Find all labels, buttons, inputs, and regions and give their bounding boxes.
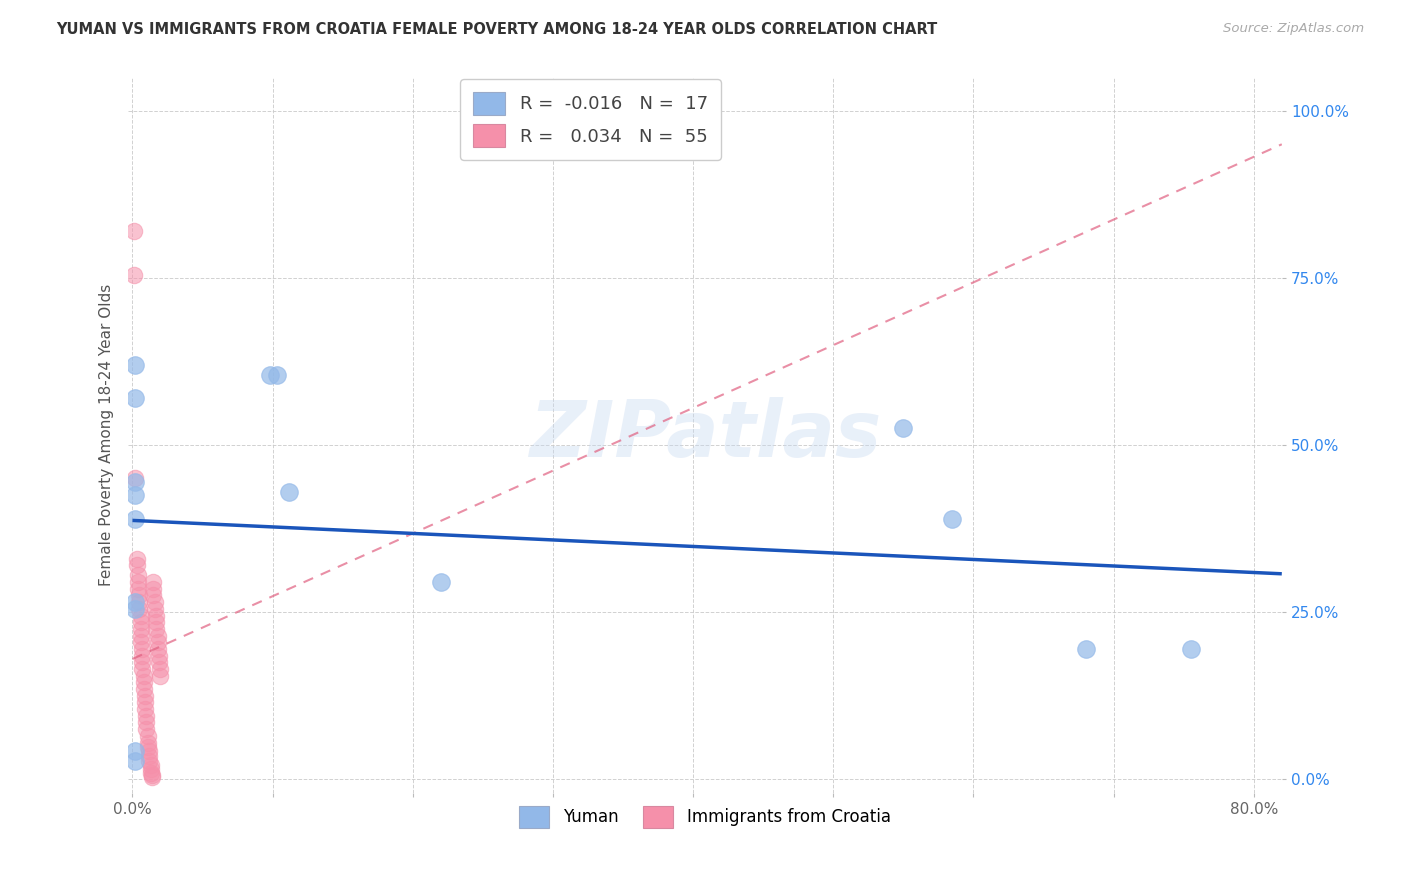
Point — [143, 595, 166, 609]
Point — [129, 608, 152, 623]
Point — [127, 582, 149, 596]
Point — [138, 754, 160, 768]
Point — [132, 681, 155, 696]
Point — [1180, 642, 1202, 657]
Point — [149, 662, 172, 676]
Point — [124, 488, 146, 502]
Point — [124, 358, 146, 372]
Point — [128, 602, 150, 616]
Point — [135, 708, 157, 723]
Point — [127, 575, 149, 590]
Point — [149, 668, 172, 682]
Point — [124, 744, 146, 758]
Point — [134, 689, 156, 703]
Point — [129, 635, 152, 649]
Point — [125, 551, 148, 566]
Point — [125, 558, 148, 573]
Text: Source: ZipAtlas.com: Source: ZipAtlas.com — [1223, 22, 1364, 36]
Point — [124, 475, 146, 489]
Point — [148, 648, 170, 663]
Point — [124, 754, 146, 768]
Point — [143, 602, 166, 616]
Point — [135, 722, 157, 736]
Point — [128, 589, 150, 603]
Legend: Yuman, Immigrants from Croatia: Yuman, Immigrants from Croatia — [513, 799, 897, 834]
Y-axis label: Female Poverty Among 18-24 Year Olds: Female Poverty Among 18-24 Year Olds — [100, 284, 114, 586]
Point — [132, 668, 155, 682]
Point — [138, 744, 160, 758]
Point — [131, 656, 153, 670]
Point — [124, 602, 146, 616]
Point — [139, 762, 162, 776]
Point — [941, 511, 963, 525]
Point — [124, 595, 146, 609]
Point — [129, 629, 152, 643]
Point — [142, 589, 165, 603]
Point — [131, 642, 153, 657]
Point — [136, 729, 159, 743]
Point — [278, 484, 301, 499]
Point — [122, 224, 145, 238]
Point — [124, 511, 146, 525]
Point — [266, 368, 288, 382]
Point — [134, 695, 156, 709]
Point — [132, 675, 155, 690]
Point — [145, 615, 167, 630]
Point — [134, 702, 156, 716]
Point — [128, 595, 150, 609]
Point — [1074, 642, 1097, 657]
Point — [148, 656, 170, 670]
Point — [146, 642, 169, 657]
Point — [141, 768, 163, 782]
Text: ZIPatlas: ZIPatlas — [529, 397, 882, 473]
Point — [146, 629, 169, 643]
Point — [139, 765, 162, 780]
Point — [146, 635, 169, 649]
Point — [129, 622, 152, 636]
Point — [141, 770, 163, 784]
Point — [430, 575, 453, 590]
Point — [891, 421, 914, 435]
Point — [138, 748, 160, 763]
Point — [145, 622, 167, 636]
Point — [135, 715, 157, 730]
Point — [122, 268, 145, 282]
Point — [129, 615, 152, 630]
Point — [124, 471, 146, 485]
Point — [139, 757, 162, 772]
Point — [136, 735, 159, 749]
Point — [142, 582, 165, 596]
Point — [131, 648, 153, 663]
Point — [145, 608, 167, 623]
Point — [136, 740, 159, 755]
Point — [142, 575, 165, 590]
Point — [124, 392, 146, 406]
Point — [127, 568, 149, 582]
Point — [259, 368, 281, 382]
Point — [131, 662, 153, 676]
Text: YUMAN VS IMMIGRANTS FROM CROATIA FEMALE POVERTY AMONG 18-24 YEAR OLDS CORRELATIO: YUMAN VS IMMIGRANTS FROM CROATIA FEMALE … — [56, 22, 938, 37]
